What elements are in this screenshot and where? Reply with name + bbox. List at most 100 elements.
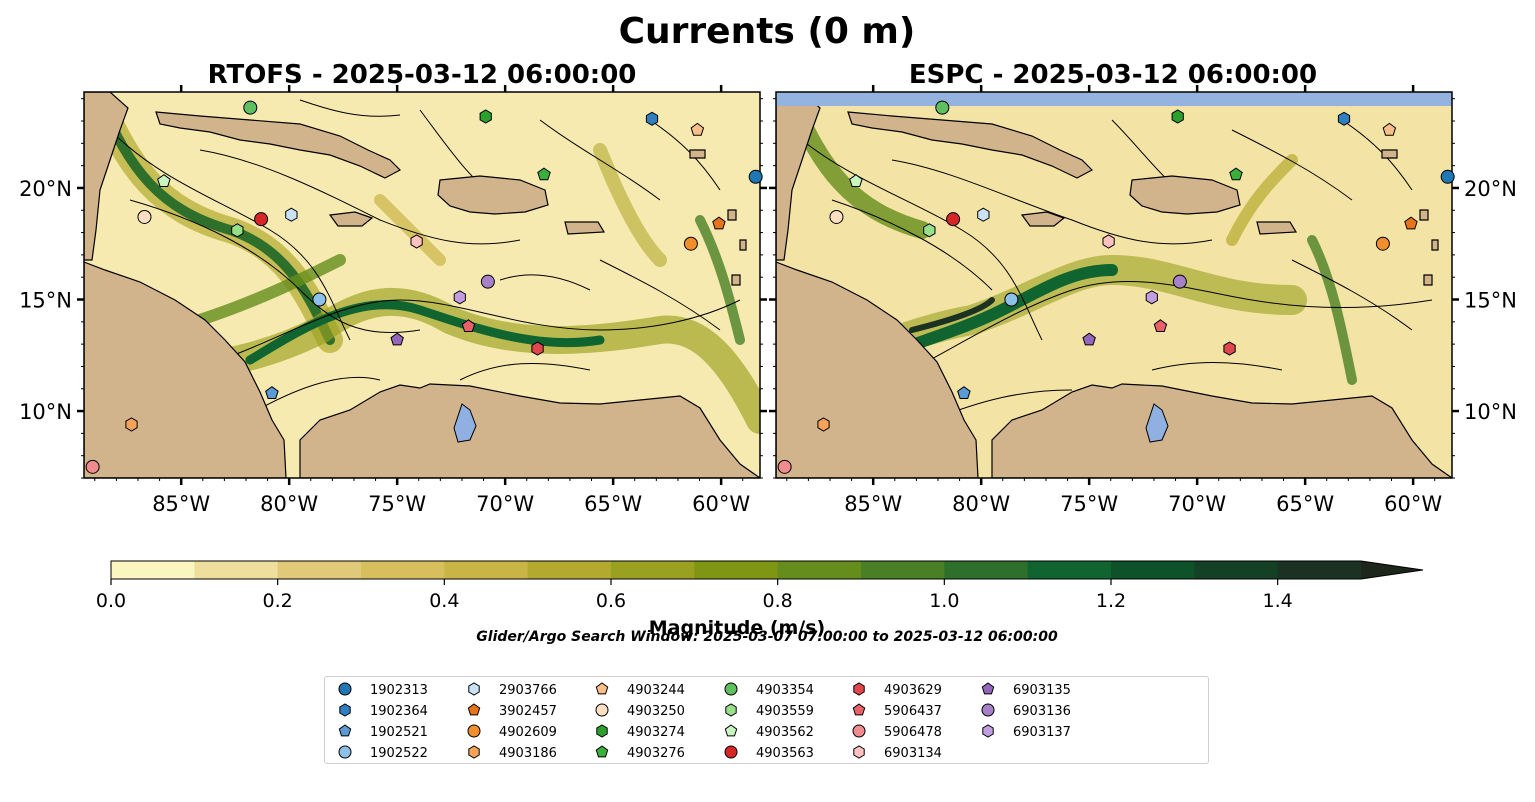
- float-marker-4903276: [537, 167, 551, 181]
- colorbar-bin: [944, 561, 1029, 579]
- y-tick-label: 20°N: [1464, 177, 1517, 201]
- float-marker-1902313: [748, 169, 763, 184]
- colorbar-bin: [694, 561, 779, 579]
- colorbar-label: Magnitude (m/s): [649, 617, 826, 639]
- colorbar-bin: [277, 561, 362, 579]
- legend-item-1902364: 1902364: [339, 703, 428, 719]
- legend-item-4902609: 4902609: [467, 724, 557, 740]
- float-marker-1902522: [1004, 292, 1019, 307]
- float-marker-4903244: [690, 122, 705, 136]
- legend-item-4903629: 4903629: [853, 682, 942, 698]
- float-marker-5906437: [1153, 319, 1168, 332]
- float-marker-1902522: [312, 292, 327, 307]
- colorbar-bin: [361, 561, 445, 579]
- float-marker-6903134: [410, 234, 423, 249]
- legend-marker: [467, 703, 481, 716]
- x-tick-label: 60°W: [692, 492, 750, 516]
- float-marker-4903562: [157, 174, 171, 187]
- legend-label: 1902522: [370, 746, 428, 761]
- legend-item-2903766: 2903766: [468, 682, 557, 698]
- legend-label: 4903186: [499, 746, 557, 761]
- legend-label: 6903134: [884, 746, 942, 761]
- float-marker-1902521: [957, 386, 971, 399]
- float-marker-4903559: [923, 223, 936, 238]
- legend-marker: [339, 703, 351, 717]
- colorbar-bin: [111, 561, 195, 579]
- legend-marker: [596, 724, 608, 738]
- float-marker-3902457: [1404, 216, 1418, 230]
- float-markers: [85, 100, 1455, 474]
- colorbar-bin: [777, 561, 862, 579]
- panel-title-espc: ESPC - 2025-03-12 06:00:00: [909, 60, 1317, 90]
- legend-marker: [724, 724, 738, 737]
- float-marker-1902313: [1440, 169, 1455, 184]
- colorbar-tick-label: 0.8: [763, 590, 793, 612]
- legend-item-6903137: 6903137: [982, 724, 1071, 740]
- float-marker-4903563: [946, 212, 961, 227]
- legend-marker: [724, 682, 738, 696]
- legend-label: 4903354: [756, 683, 814, 698]
- colorbar-tick-label: 0.2: [263, 590, 293, 612]
- float-marker-4902609: [1375, 236, 1390, 251]
- legend-marker: [981, 682, 995, 695]
- x-tick-label: 60°W: [1384, 492, 1442, 516]
- colorbar-tick-label: 1.2: [1096, 590, 1126, 612]
- x-tick-label: 70°W: [476, 492, 534, 516]
- legend-marker: [467, 724, 481, 738]
- legend-label: 5906478: [884, 725, 942, 740]
- streamlines: [801, 119, 1433, 421]
- colorbar-bin: [194, 561, 279, 579]
- legend-label: 2903766: [499, 683, 557, 698]
- legend-item-6903136: 6903136: [981, 703, 1071, 719]
- colorbar-bin: [1027, 561, 1112, 579]
- legend-item-4903354: 4903354: [724, 682, 814, 698]
- lake-maracaibo: [1145, 403, 1169, 443]
- legend-marker: [724, 745, 738, 759]
- legend-label: 1902521: [370, 725, 428, 740]
- float-marker-2903766: [977, 207, 990, 222]
- colorbar-bin: [527, 561, 612, 579]
- legend-item-4903186: 4903186: [468, 745, 557, 761]
- colorbar-extend-arrow: [1361, 561, 1423, 579]
- legend-item-6903134: 6903134: [853, 745, 942, 761]
- nodata-strip: [776, 92, 1452, 106]
- search-window-text: Glider/Argo Search Window: 2025-03-07 07…: [476, 629, 1058, 645]
- float-marker-5906437: [461, 319, 476, 332]
- float-marker-6903137: [1145, 290, 1158, 305]
- legend-item-4903559: 4903559: [725, 703, 814, 719]
- y-tick-label: 20°N: [19, 177, 72, 201]
- colorbar-tick-label: 1.4: [1263, 590, 1293, 612]
- float-marker-6903137: [453, 290, 466, 305]
- colorbar-bin: [1111, 561, 1195, 579]
- legend-item-4903274: 4903274: [596, 724, 685, 740]
- legend-marker: [853, 682, 865, 696]
- colorbar-outline: [110, 560, 1424, 580]
- float-marker-3902457: [712, 216, 726, 230]
- legend-item-1902313: 1902313: [338, 682, 428, 698]
- legend-marker: [468, 682, 480, 696]
- legend-marker: [338, 724, 352, 737]
- legend-label: 4903629: [884, 683, 942, 698]
- float-marker-4903244: [1382, 122, 1397, 136]
- legend-label: 4903562: [756, 725, 814, 740]
- lake-maracaibo: [453, 403, 477, 443]
- colorbar-tick-label: 0.0: [96, 590, 126, 612]
- colorbar: 0.0 0.2 0.4 0.6 0.8 1.0 1.2 1.4: [96, 560, 1424, 612]
- legend-label: 5906437: [884, 704, 942, 719]
- float-marker-4903274: [479, 109, 492, 124]
- legend-marker: [595, 745, 609, 758]
- colorbar-bin: [861, 561, 945, 579]
- legend-label: 1902364: [370, 704, 428, 719]
- float-marker-4903559: [231, 223, 244, 238]
- float-marker-1902364: [1337, 111, 1351, 126]
- float-marker-4903354: [935, 100, 950, 115]
- float-marker-4903562: [849, 174, 863, 187]
- legend-item-4903250: 4903250: [595, 703, 685, 719]
- colorbar-tick-label: 0.4: [429, 590, 459, 612]
- legend-marker: [725, 703, 737, 717]
- float-marker-6903135: [1082, 332, 1096, 346]
- legend-label: 4903276: [627, 746, 685, 761]
- legend-item-3902457: 3902457: [467, 703, 557, 719]
- legend-marker: [853, 745, 865, 759]
